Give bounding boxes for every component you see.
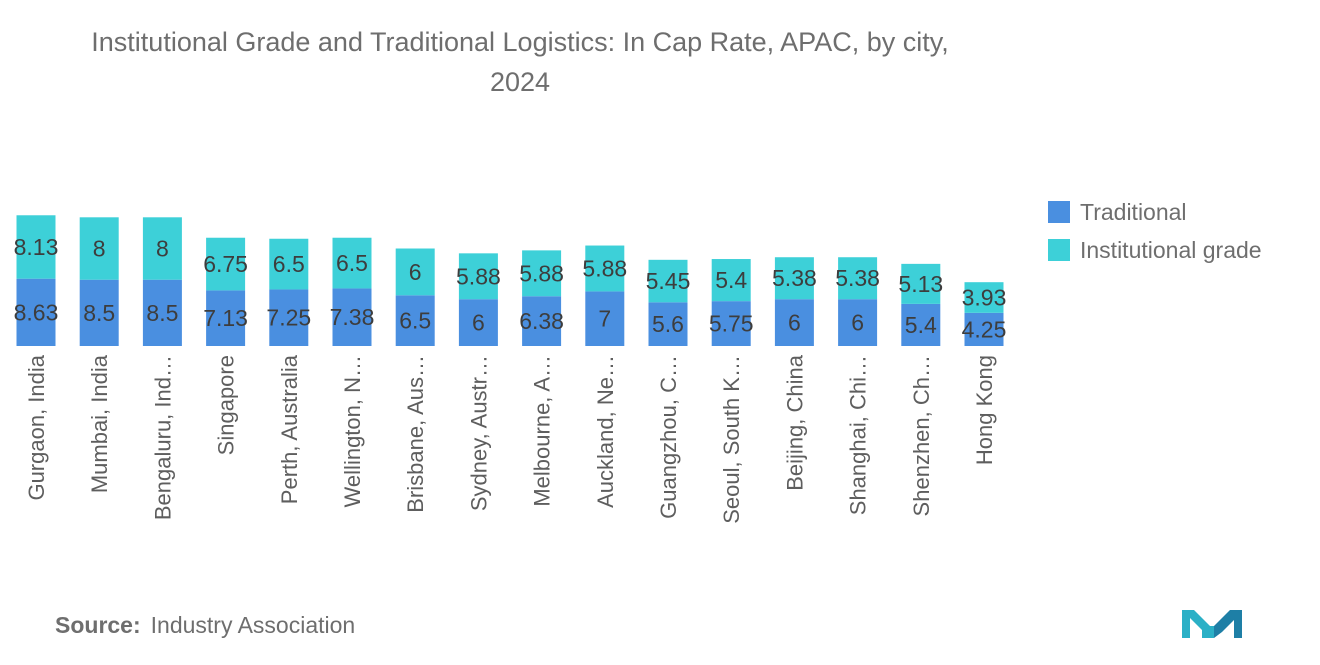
data-label-traditional: 4.25 bbox=[962, 316, 1007, 342]
data-label-institutional: 6.75 bbox=[203, 251, 248, 277]
data-label-traditional: 7 bbox=[598, 306, 611, 332]
data-label-institutional: 5.45 bbox=[646, 268, 691, 294]
x-tick-label: Beijing, China bbox=[782, 354, 807, 491]
bar-traditional bbox=[964, 312, 1004, 346]
bar-institutional bbox=[711, 259, 751, 302]
bar-traditional bbox=[16, 278, 56, 346]
bar-traditional bbox=[838, 299, 878, 346]
bar-traditional bbox=[774, 299, 814, 346]
legend-item-traditional[interactable]: Traditional bbox=[1048, 193, 1262, 231]
bar-institutional bbox=[269, 238, 309, 290]
legend-label-traditional: Traditional bbox=[1080, 198, 1187, 225]
bar-institutional bbox=[901, 263, 941, 304]
legend-label-institutional: Institutional grade bbox=[1080, 236, 1262, 263]
data-label-traditional: 5.6 bbox=[652, 311, 684, 337]
source-label: Source: bbox=[55, 612, 141, 638]
x-tick-label: Mumbai, India bbox=[87, 354, 112, 493]
data-label-traditional: 5.75 bbox=[709, 311, 754, 337]
data-label-traditional: 8.5 bbox=[146, 300, 178, 326]
data-label-institutional: 6 bbox=[409, 259, 422, 285]
x-tick-label: Gurgaon, India bbox=[24, 354, 49, 500]
data-label-institutional: 3.93 bbox=[962, 285, 1007, 311]
legend-swatch-traditional bbox=[1048, 201, 1070, 223]
x-tick-label: Guangzhou, C… bbox=[656, 355, 681, 519]
data-label-traditional: 6 bbox=[788, 310, 801, 336]
data-label-institutional: 6.5 bbox=[336, 250, 368, 276]
data-label-traditional: 7.13 bbox=[203, 305, 248, 331]
chart-title: Institutional Grade and Traditional Logi… bbox=[0, 22, 1040, 102]
bar-traditional bbox=[269, 289, 309, 346]
data-label-institutional: 5.13 bbox=[898, 271, 943, 297]
chart-title-line1: Institutional Grade and Traditional Logi… bbox=[91, 27, 949, 57]
data-label-traditional: 6.38 bbox=[519, 308, 564, 334]
data-label-traditional: 6.5 bbox=[399, 308, 431, 334]
data-label-traditional: 6 bbox=[472, 310, 485, 336]
source-value: Industry Association bbox=[150, 612, 356, 638]
bar-institutional bbox=[648, 259, 688, 303]
x-tick-label: Seoul, South K… bbox=[719, 355, 744, 524]
source-note: Source: Industry Association bbox=[55, 612, 355, 639]
legend-swatch-institutional bbox=[1048, 239, 1070, 261]
bar-institutional bbox=[522, 250, 562, 297]
bar-traditional bbox=[522, 296, 562, 346]
bar-institutional bbox=[16, 215, 56, 279]
x-tick-label: Sydney, Austr… bbox=[466, 355, 491, 511]
data-label-institutional: 6.5 bbox=[273, 251, 305, 277]
bar-institutional bbox=[774, 257, 814, 300]
bar-institutional bbox=[964, 282, 1004, 313]
data-label-institutional: 8 bbox=[93, 236, 106, 262]
bar-institutional bbox=[79, 217, 119, 280]
bar-institutional bbox=[142, 217, 182, 280]
data-label-institutional: 5.88 bbox=[519, 260, 564, 286]
data-label-traditional: 7.38 bbox=[330, 304, 375, 330]
x-tick-label: Hong Kong bbox=[972, 355, 997, 465]
data-label-institutional: 5.88 bbox=[582, 255, 627, 281]
data-label-institutional: 5.88 bbox=[456, 263, 501, 289]
x-tick-label: Brisbane, Aus… bbox=[403, 355, 428, 513]
chart-title-line2: 2024 bbox=[489, 67, 551, 97]
data-label-institutional: 5.38 bbox=[772, 265, 817, 291]
x-tick-label: Bengaluru, Ind… bbox=[150, 355, 175, 520]
bar-institutional bbox=[458, 253, 498, 300]
x-tick-label: Singapore bbox=[214, 355, 239, 455]
x-tick-label: Shenzhen, Ch… bbox=[909, 355, 934, 516]
bar-traditional bbox=[648, 302, 688, 346]
x-tick-label: Wellington, N… bbox=[340, 355, 365, 507]
bar-institutional bbox=[395, 248, 435, 296]
bar-institutional bbox=[585, 245, 625, 292]
x-tick-label: Perth, Australia bbox=[277, 354, 302, 504]
bar-traditional bbox=[332, 288, 372, 346]
data-label-traditional: 8.5 bbox=[83, 300, 115, 326]
data-label-institutional: 8 bbox=[156, 236, 169, 262]
bar-institutional bbox=[332, 237, 372, 289]
bar-traditional bbox=[142, 279, 182, 346]
bar-traditional bbox=[395, 295, 435, 346]
data-label-institutional: 5.4 bbox=[715, 267, 747, 293]
x-tick-label: Shanghai, Chi… bbox=[846, 355, 871, 515]
bar-traditional bbox=[79, 279, 119, 346]
bar-traditional bbox=[206, 290, 246, 346]
bar-traditional bbox=[458, 299, 498, 346]
stacked-bar-chart: 8.63 8.13 Gurgaon, India 8.5 8 Mumbai, India 8… bbox=[14, 215, 1007, 524]
bar-traditional bbox=[585, 291, 625, 346]
data-label-traditional: 6 bbox=[851, 310, 864, 336]
data-label-institutional: 5.38 bbox=[835, 265, 880, 291]
legend-item-institutional[interactable]: Institutional grade bbox=[1048, 231, 1262, 269]
data-label-traditional: 8.63 bbox=[14, 299, 59, 325]
mordor-logo-icon bbox=[1182, 610, 1242, 638]
data-label-institutional: 8.13 bbox=[14, 234, 59, 260]
x-tick-label: Auckland, Ne… bbox=[593, 355, 618, 508]
chart-legend: Traditional Institutional grade bbox=[1048, 193, 1262, 269]
data-label-traditional: 7.25 bbox=[266, 305, 311, 331]
bar-traditional bbox=[901, 303, 941, 346]
x-tick-label: Melbourne, A… bbox=[530, 355, 555, 507]
bar-institutional bbox=[206, 237, 246, 291]
bar-traditional bbox=[711, 301, 751, 346]
bar-institutional bbox=[838, 257, 878, 300]
data-label-traditional: 5.4 bbox=[905, 312, 937, 338]
